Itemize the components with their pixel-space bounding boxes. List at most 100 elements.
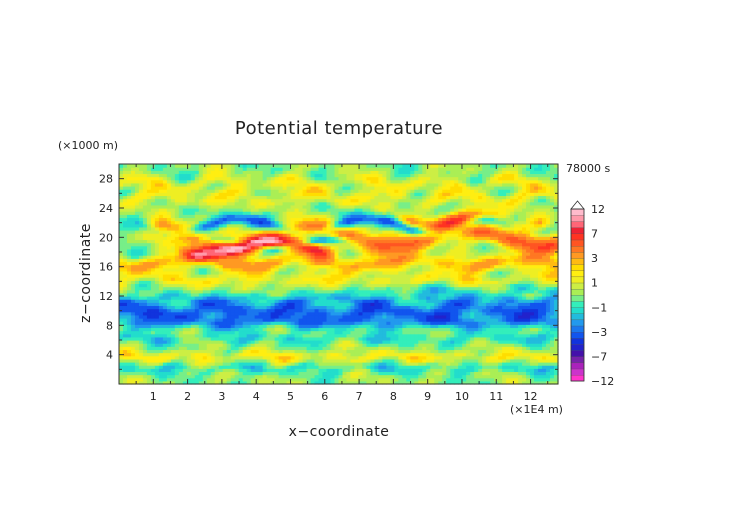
heatmap-cell <box>134 252 140 256</box>
heatmap-cell <box>174 267 180 272</box>
heatmap-cell <box>230 192 236 197</box>
heatmap-cell <box>346 324 352 329</box>
heatmap-cell <box>270 245 276 250</box>
heatmap-cell <box>350 267 356 272</box>
heatmap-cell <box>366 333 372 338</box>
heatmap-cell <box>294 182 300 187</box>
heatmap-cell <box>150 223 156 228</box>
heatmap-cell <box>214 286 220 291</box>
heatmap-cell <box>130 305 136 310</box>
heatmap-cell <box>318 236 324 241</box>
heatmap-cell <box>254 230 260 234</box>
heatmap-cell <box>254 343 260 347</box>
heatmap-cell <box>142 239 148 244</box>
heatmap-cell <box>330 245 336 250</box>
heatmap-cell <box>194 296 200 300</box>
heatmap-cell <box>398 296 403 300</box>
heatmap-cell <box>130 170 136 175</box>
heatmap-cell <box>322 308 328 313</box>
heatmap-cell <box>302 283 308 288</box>
heatmap-cell <box>258 233 264 237</box>
heatmap-cell <box>238 252 244 256</box>
heatmap-cell <box>170 204 176 209</box>
heatmap-cell <box>342 267 348 272</box>
heatmap-cell <box>138 255 144 259</box>
heatmap-cell <box>246 220 252 225</box>
heatmap-cell <box>290 336 296 341</box>
heatmap-cell <box>226 343 232 347</box>
heatmap-cell <box>402 349 407 354</box>
heatmap-cell <box>230 270 236 275</box>
heatmap-cell <box>218 211 224 215</box>
heatmap-cell <box>334 270 340 275</box>
heatmap-cell <box>386 349 391 354</box>
heatmap-cell <box>246 255 252 259</box>
heatmap-cell <box>218 324 224 329</box>
heatmap-cell <box>278 179 284 184</box>
heatmap-cell <box>294 217 300 222</box>
heatmap-cell <box>250 299 256 303</box>
heatmap-cell <box>354 236 360 241</box>
heatmap-cell <box>378 327 383 332</box>
heatmap-cell <box>342 358 348 363</box>
heatmap-cell <box>126 292 132 297</box>
heatmap-cell <box>194 204 200 209</box>
heatmap-cell <box>282 318 288 322</box>
heatmap-cell <box>314 349 320 354</box>
heatmap-cell <box>378 182 383 187</box>
heatmap-cell <box>270 226 276 231</box>
heatmap-cell <box>254 217 260 222</box>
heatmap-cell <box>262 321 268 325</box>
heatmap-cell <box>158 239 164 244</box>
heatmap-cell <box>218 280 224 285</box>
heatmap-cell <box>378 302 383 307</box>
heatmap-cell <box>362 377 368 382</box>
heatmap-cell <box>166 208 172 212</box>
heatmap-cell <box>194 308 200 313</box>
heatmap-cell <box>266 245 272 250</box>
heatmap-cell <box>306 292 312 297</box>
heatmap-cell <box>338 296 344 300</box>
heatmap-cell <box>282 214 288 219</box>
heatmap-cell <box>370 371 376 376</box>
heatmap-cell <box>398 220 403 225</box>
heatmap-cell <box>190 355 196 360</box>
heatmap-cell <box>194 343 200 347</box>
heatmap-cell <box>390 192 395 197</box>
heatmap-cell <box>378 286 383 291</box>
heatmap-cell <box>266 349 272 354</box>
heatmap-cell <box>370 211 376 215</box>
heatmap-cell <box>130 358 136 363</box>
heatmap-cell <box>142 211 148 215</box>
heatmap-cell <box>374 289 380 294</box>
heatmap-cell <box>366 346 372 351</box>
heatmap-cell <box>122 167 128 171</box>
heatmap-cell <box>390 208 395 212</box>
heatmap-cell <box>174 214 180 219</box>
heatmap-cell <box>254 274 260 278</box>
heatmap-cell <box>334 248 340 253</box>
heatmap-cell <box>398 195 403 200</box>
heatmap-cell <box>194 208 200 212</box>
heatmap-cell <box>246 236 252 241</box>
heatmap-cell <box>354 267 360 272</box>
heatmap-cell <box>142 365 148 369</box>
heatmap-cell <box>170 198 176 203</box>
heatmap-cell <box>154 201 160 206</box>
heatmap-cell <box>190 226 196 231</box>
heatmap-cell <box>290 371 296 376</box>
heatmap-cell <box>222 270 228 275</box>
heatmap-cell <box>130 292 136 297</box>
heatmap-cell <box>182 223 188 228</box>
heatmap-cell <box>386 264 391 269</box>
heatmap-cell <box>390 226 395 231</box>
heatmap-cell <box>130 283 136 288</box>
heatmap-cell <box>266 368 272 373</box>
heatmap-cell <box>294 277 300 281</box>
heatmap-cell <box>238 217 244 222</box>
heatmap-cell <box>158 377 164 382</box>
heatmap-cell <box>146 324 152 329</box>
heatmap-cell <box>242 239 248 244</box>
heatmap-cell <box>250 179 256 184</box>
heatmap-cell <box>342 164 348 168</box>
